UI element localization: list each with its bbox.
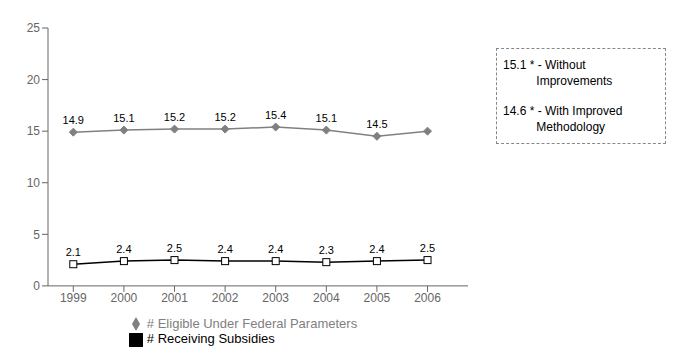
svg-text:2.3: 2.3 <box>319 244 334 256</box>
svg-text:2005: 2005 <box>364 291 391 305</box>
svg-text:2.5: 2.5 <box>167 242 182 254</box>
svg-text:15.1: 15.1 <box>113 112 134 124</box>
svg-text:15.2: 15.2 <box>214 111 235 123</box>
svg-text:14.5: 14.5 <box>366 118 387 130</box>
svg-text:15.4: 15.4 <box>265 109 286 121</box>
svg-text:2004: 2004 <box>313 291 340 305</box>
svg-text:10: 10 <box>27 176 41 190</box>
svg-text:2.1: 2.1 <box>66 246 81 258</box>
svg-text:2.4: 2.4 <box>217 243 232 255</box>
svg-text:1999: 1999 <box>60 291 87 305</box>
html-text:# Eligible Under Federal Param: # Eligible Under Federal Parameters <box>146 315 358 331</box>
svg-text:2006: 2006 <box>414 291 441 305</box>
svg-text:2002: 2002 <box>212 291 239 305</box>
svg-text:20: 20 <box>27 73 41 87</box>
svg-text:2001: 2001 <box>161 291 188 305</box>
svg-text:2.4: 2.4 <box>268 243 283 255</box>
svg-text:2003: 2003 <box>262 291 289 305</box>
svg-text:2.4: 2.4 <box>369 243 384 255</box>
html-text:15.1 * - Without Improvements: 15.1 * - Without Improvements <box>503 58 613 88</box>
svg-text:2.4: 2.4 <box>116 243 131 255</box>
html-text:# Receiving Subsidies: # Receiving Subsidies <box>146 331 275 347</box>
svg-text:0: 0 <box>33 279 40 293</box>
svg-text:15: 15 <box>27 124 41 138</box>
svg-text:25: 25 <box>27 21 41 35</box>
svg-text:15.1: 15.1 <box>316 112 337 124</box>
svg-text:14.9: 14.9 <box>63 114 84 126</box>
svg-text:2.5: 2.5 <box>420 242 435 254</box>
html-text:14.6 * - With Improved Methodo: 14.6 * - With Improved Methodology <box>503 104 623 134</box>
svg-text:15.2: 15.2 <box>164 111 185 123</box>
svg-text:2000: 2000 <box>111 291 138 305</box>
svg-text:5: 5 <box>33 228 40 242</box>
